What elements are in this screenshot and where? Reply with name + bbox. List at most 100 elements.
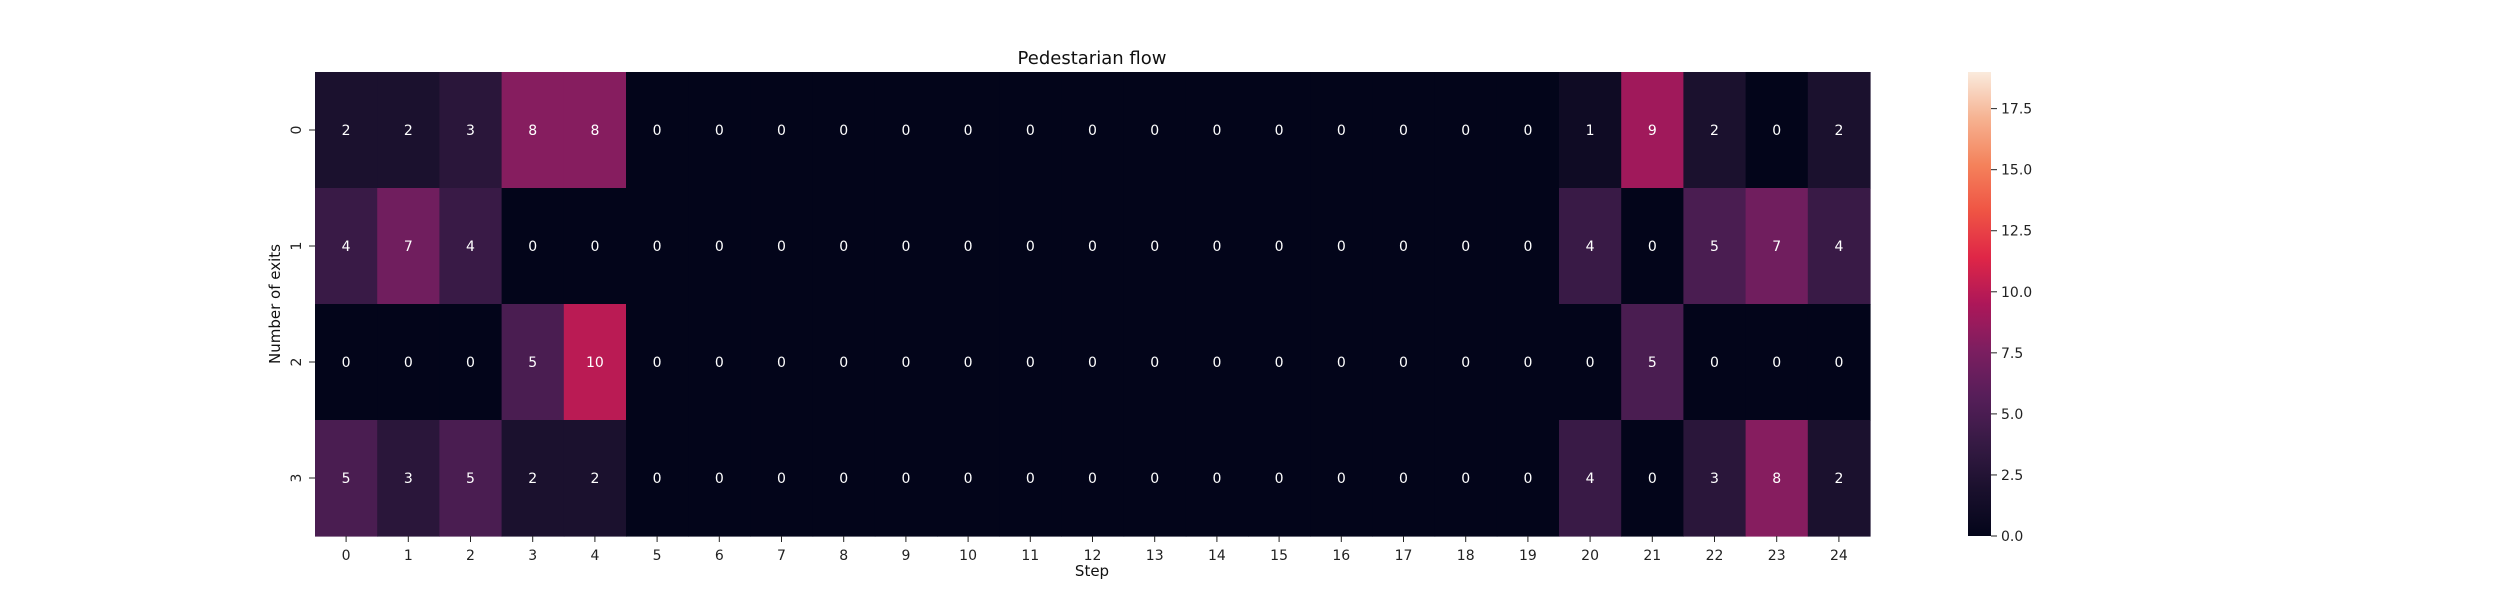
cell-value-label: 0 [964, 355, 973, 371]
heatmap-cell [1559, 304, 1622, 421]
heatmap-cell [1061, 188, 1125, 305]
heatmap-cell [1807, 188, 1871, 305]
heatmap-cell [315, 188, 378, 305]
heatmap-cell [1496, 188, 1560, 305]
cell-value-label: 0 [715, 355, 724, 371]
heatmap-cell [1185, 420, 1249, 537]
cell-value-label: 2 [342, 123, 351, 139]
heatmap-cell [1621, 188, 1684, 305]
cell-value-label: 5 [528, 355, 537, 371]
cell-value-label: 0 [777, 239, 786, 255]
heatmap-cell [874, 304, 938, 421]
heatmap-cell [874, 420, 938, 537]
x-tick-label: 16 [1332, 548, 1350, 564]
cell-value-label: 0 [1212, 123, 1221, 139]
colorbar-tick-label: 15.0 [2001, 163, 2032, 179]
y-tick-label: 3 [289, 474, 305, 483]
x-tick-label: 13 [1146, 548, 1164, 564]
heatmap-cell [377, 420, 440, 537]
heatmap-cell [377, 188, 440, 305]
heatmap-cell [315, 420, 378, 537]
heatmap-cell [1434, 72, 1498, 189]
cell-value-label: 0 [777, 471, 786, 487]
colorbar-tick-label: 12.5 [2001, 224, 2032, 240]
y-tick-label: 1 [289, 242, 305, 251]
heatmap-cell [1185, 188, 1249, 305]
cell-value-label: 0 [590, 239, 599, 255]
cell-value-label: 3 [466, 123, 475, 139]
heatmap-cell [1372, 304, 1436, 421]
heatmap-cell [937, 188, 1000, 305]
heatmap-cell [999, 72, 1062, 189]
cell-value-label: 0 [653, 123, 662, 139]
heatmap-cell [1621, 304, 1684, 421]
x-tick-label: 8 [839, 548, 848, 564]
heatmap-cell [1496, 72, 1560, 189]
cell-value-label: 0 [1088, 123, 1097, 139]
heatmap-cell [1123, 188, 1187, 305]
cell-value-label: 0 [528, 239, 537, 255]
heatmap-cell [626, 420, 689, 537]
heatmap-cell [1559, 188, 1622, 305]
heatmap-cell [501, 420, 565, 537]
cell-value-label: 0 [1150, 355, 1159, 371]
cell-value-label: 0 [1150, 239, 1159, 255]
cell-value-label: 0 [1834, 355, 1843, 371]
colorbar-tick-label: 5.0 [2001, 407, 2023, 423]
heatmap-cell [1123, 304, 1187, 421]
cell-value-label: 0 [1399, 239, 1408, 255]
cell-value-label: 0 [1461, 355, 1470, 371]
cell-value-label: 0 [1275, 123, 1284, 139]
cell-value-label: 0 [901, 123, 910, 139]
cell-value-label: 0 [1461, 123, 1470, 139]
cell-value-label: 2 [1834, 471, 1843, 487]
heatmap-cell [812, 188, 876, 305]
cell-value-label: 10 [586, 355, 604, 371]
cell-value-label: 3 [404, 471, 413, 487]
cell-value-label: 0 [1275, 239, 1284, 255]
x-tick-label: 4 [590, 548, 599, 564]
heatmap-cell [1621, 420, 1684, 537]
heatmap-cell [377, 72, 440, 189]
heatmap-cell [812, 420, 876, 537]
heatmap-cell [874, 188, 938, 305]
cell-value-label: 0 [1026, 471, 1035, 487]
cell-value-label: 0 [964, 471, 973, 487]
cell-value-label: 0 [839, 123, 848, 139]
cell-value-label: 4 [466, 239, 475, 255]
cell-value-label: 2 [528, 471, 537, 487]
cell-value-label: 0 [1648, 471, 1657, 487]
cell-value-label: 0 [964, 239, 973, 255]
cell-value-label: 2 [404, 123, 413, 139]
cell-value-label: 7 [404, 239, 413, 255]
heatmap-cell [1683, 188, 1747, 305]
heatmap-cell [377, 304, 440, 421]
cell-value-label: 0 [342, 355, 351, 371]
heatmap-cell [439, 420, 503, 537]
cell-value-label: 0 [1088, 471, 1097, 487]
heatmap-cell [439, 72, 503, 189]
x-tick-label: 22 [1706, 548, 1724, 564]
cell-value-label: 0 [715, 239, 724, 255]
cell-value-label: 0 [653, 239, 662, 255]
heatmap-cell [1372, 420, 1436, 537]
heatmap-cell [1745, 188, 1809, 305]
x-tick-label: 12 [1084, 548, 1102, 564]
heatmap-cell [563, 304, 627, 421]
colorbar-tick-label: 0.0 [2001, 529, 2023, 545]
cell-value-label: 9 [1648, 123, 1657, 139]
x-tick-label: 18 [1457, 548, 1475, 564]
heatmap-cell [1123, 420, 1187, 537]
heatmap-cell [688, 188, 751, 305]
heatmap-cell [812, 72, 876, 189]
heatmap-cells: 2 2 3 8 8 0 0 0 0 0 0 0 0 0 0 0 0 0 0 0 1 9 2 0 2 4 7 4 0 0 0 0 0 0 0 0 0 0 0 0… [315, 72, 1871, 537]
cell-value-label: 0 [404, 355, 413, 371]
x-tick-label: 1 [404, 548, 413, 564]
heatmap-cell [501, 304, 565, 421]
colorbar-tick-label: 10.0 [2001, 285, 2032, 301]
heatmap-cell [1745, 420, 1809, 537]
cell-value-label: 0 [466, 355, 475, 371]
x-axis: 0 1 2 3 4 5 6 7 8 9 10 11 12 13 14 15 16 17 18 19 20 21 22 23 24 [342, 536, 1848, 564]
heatmap-cell [1434, 188, 1498, 305]
